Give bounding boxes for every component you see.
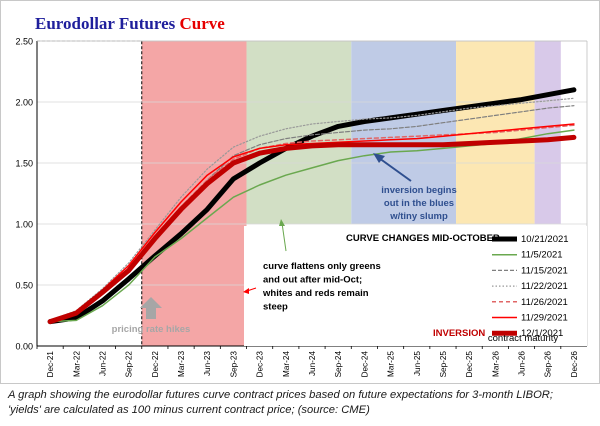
chart-title-part1: Eurodollar Futures <box>35 14 180 33</box>
inversion-arrow-shaft <box>378 157 412 182</box>
chart-frame: Eurodollar Futures Curve 0.00 0.50 1.00 1.5… <box>0 0 600 384</box>
curve-flattens-line: steep <box>263 302 288 313</box>
curve-flattens-line: whites and reds remain <box>262 288 369 299</box>
inversion-label: INVERSION <box>433 328 485 339</box>
annotation-inversion-begins: inversion begins out in the blues w/tiny s… <box>373 153 457 222</box>
annotation-curve-flattens: curve flattens only greens and out after … <box>243 219 381 313</box>
curve-flattens-line: curve flattens only greens <box>263 261 381 272</box>
x-tick-label: Jun-23 <box>203 351 212 376</box>
figure-caption: A graph showing the eurodollar futures c… <box>8 388 598 418</box>
legend-label: 11/29/2021 <box>521 313 568 324</box>
eurodollar-futures-chart: Eurodollar Futures Curve 0.00 0.50 1.00 1.5… <box>15 14 588 378</box>
x-tick-label: Dec-21 <box>46 351 55 378</box>
legend-label: 11/26/2021 <box>521 297 568 308</box>
inversion-begins-line: out in the blues <box>384 198 454 209</box>
inversion-begins-line: w/tiny slump <box>389 211 448 222</box>
legend-label: 11/22/2021 <box>521 281 568 292</box>
x-tick-label: Mar-24 <box>282 351 291 377</box>
x-tick-label: Mar-23 <box>177 351 186 377</box>
pricing-arrow-icon <box>140 297 162 319</box>
caption-line-2: 'yields' are calculated as 100 minus cur… <box>8 404 370 416</box>
legend-label: 11/15/2021 <box>521 265 568 276</box>
series-lines <box>47 87 577 325</box>
annotation-pricing-rate-hikes: pricing rate hikes <box>112 297 191 335</box>
x-tick-label: Jun-24 <box>308 351 317 376</box>
x-tick-label: Sep-26 <box>544 351 553 378</box>
series-line-10-21-2021 <box>47 87 577 325</box>
x-tick-label: Sep-25 <box>439 351 448 378</box>
series-line-11-22-2021 <box>49 97 575 321</box>
x-axis-label: contract maturity <box>488 333 558 344</box>
green-arrow-shaft <box>281 222 287 252</box>
series-line-11-26-2021 <box>49 124 575 323</box>
inversion-begins-line: inversion begins <box>381 185 457 196</box>
x-tick-label: Sep-22 <box>125 351 134 378</box>
y-tick-label: 2.00 <box>15 98 33 108</box>
x-tick-label: Sep-23 <box>229 351 238 378</box>
legend-label: 10/21/2021 <box>521 234 569 245</box>
chart-title-part2: Curve <box>180 14 226 33</box>
x-tick-label: Dec-23 <box>256 351 265 378</box>
curve-flattens-line: and out after mid-Oct; <box>263 275 362 286</box>
x-tick-label: Sep-24 <box>334 351 343 378</box>
green-arrow-head <box>279 219 285 226</box>
pricing-rate-hikes-label: pricing rate hikes <box>112 324 191 335</box>
x-tick-label: Dec-24 <box>360 351 369 378</box>
zone-blue <box>351 41 457 224</box>
legend-label: 11/5/2021 <box>521 250 563 261</box>
red-arrow-head <box>243 288 249 294</box>
legend: CURVE CHANGES MID-OCTOBER 10/21/2021 11/5/… <box>244 226 587 346</box>
x-tick-label: Mar-22 <box>72 351 81 377</box>
y-tick-label: 0.50 <box>15 281 33 291</box>
inversion-arrow-head <box>373 153 385 163</box>
x-tick-label: Jun-25 <box>413 351 422 376</box>
y-tick-label: 2.50 <box>15 37 33 47</box>
x-tick-label: Mar-26 <box>491 351 500 377</box>
x-tick-label: Dec-26 <box>570 351 579 378</box>
x-tick-label: Jun-22 <box>98 351 107 376</box>
x-tick-label: Dec-25 <box>465 351 474 378</box>
legend-label: 12/1/2021 <box>521 328 563 339</box>
series-line-12-1-2021 <box>47 134 577 325</box>
y-tick-label: 1.00 <box>15 220 33 230</box>
chart-title: Eurodollar Futures Curve <box>35 14 225 33</box>
x-tick-label: Mar-25 <box>387 351 396 377</box>
legend-title: CURVE CHANGES MID-OCTOBER <box>346 233 500 244</box>
x-tick-label: Dec-22 <box>151 351 160 378</box>
y-tick-label: 0.00 <box>15 342 33 352</box>
legend-background <box>244 226 587 346</box>
caption-line-1: A graph showing the eurodollar futures c… <box>8 389 553 401</box>
x-tick-label: Jun-26 <box>518 351 527 376</box>
y-tick-label: 1.50 <box>15 159 33 169</box>
